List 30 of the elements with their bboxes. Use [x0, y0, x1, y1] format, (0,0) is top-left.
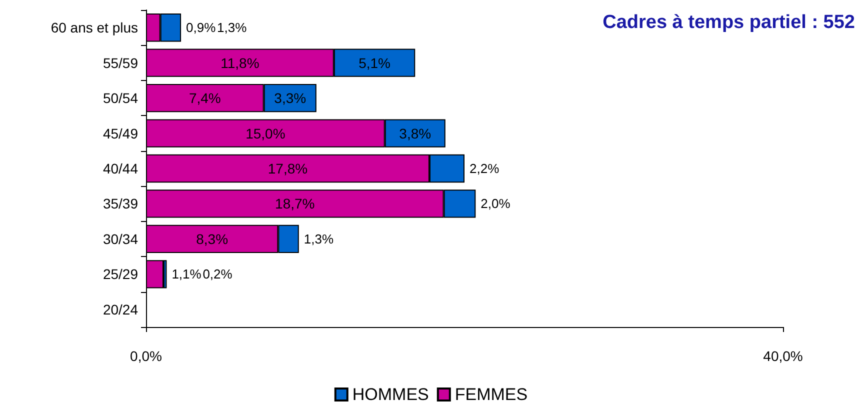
data-label: 1,3% — [217, 20, 248, 36]
x-tick-label: 40,0% — [763, 348, 803, 364]
data-label: 18,7% — [275, 196, 315, 212]
y-tick-label: 50/54 — [102, 90, 138, 106]
x-tick-label: 0,0% — [130, 348, 162, 364]
y-tick-label: 40/44 — [102, 160, 138, 176]
data-label: 0,9% — [186, 20, 216, 36]
data-label: 11,8% — [220, 54, 260, 71]
chart-title: Cadres à temps partiel : 552 — [602, 12, 855, 33]
data-label: 3,3% — [274, 90, 306, 106]
data-label: 2,0% — [480, 196, 511, 212]
data-label: 15,0% — [246, 125, 286, 142]
data-label: 17,8% — [268, 160, 308, 176]
data-label: 0,2% — [202, 266, 233, 282]
y-tick-label: 35/39 — [102, 196, 138, 212]
legend-label: FEMMES — [454, 385, 528, 404]
data-label: 7,4% — [188, 90, 221, 106]
y-tick-label: 20/24 — [102, 301, 138, 318]
legend-label: HOMMES — [352, 385, 429, 404]
data-label: 3,8% — [399, 125, 432, 142]
y-tick-label: 30/34 — [102, 230, 138, 247]
data-label: 5,1% — [358, 54, 390, 71]
data-label: 8,3% — [196, 230, 228, 247]
y-tick-label: 25/29 — [102, 266, 138, 282]
y-tick-label: 55/59 — [102, 54, 138, 71]
data-label: 1,3% — [304, 231, 334, 246]
data-label: 1,1% — [172, 266, 202, 282]
y-tick-label: 60 ans et plus — [50, 20, 138, 36]
data-label: 2,2% — [470, 161, 500, 176]
y-tick-label: 45/49 — [102, 125, 138, 142]
